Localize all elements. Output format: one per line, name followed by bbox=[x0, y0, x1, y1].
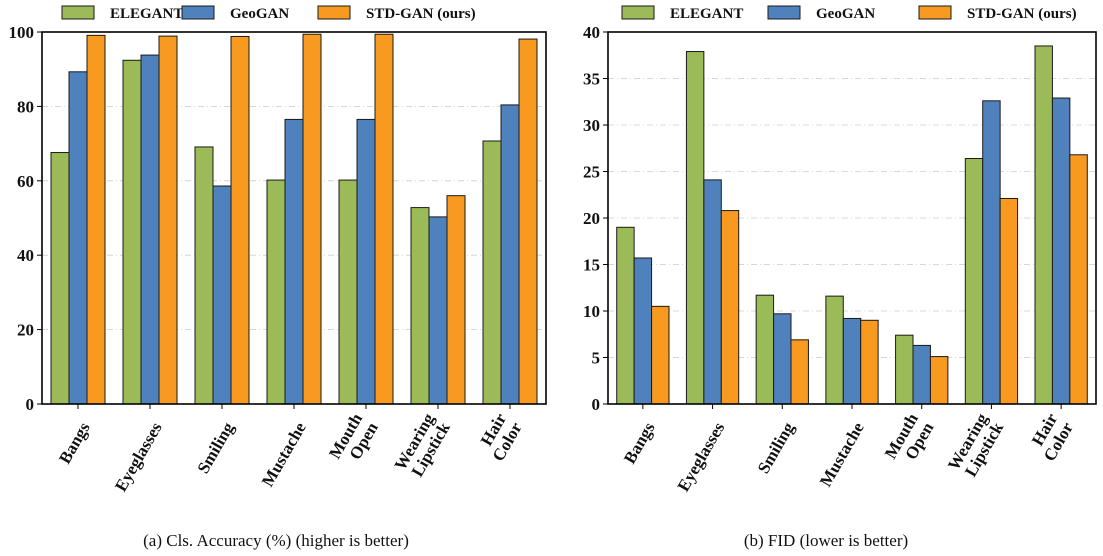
bar-geogan bbox=[357, 119, 375, 404]
bar-std-gan-ours bbox=[1000, 198, 1017, 404]
bar-std-gan-ours bbox=[375, 34, 393, 404]
legend-label: ELEGANT bbox=[110, 6, 183, 22]
x-tick-label: MouthOpen bbox=[325, 410, 382, 472]
x-tick-label: HairColor bbox=[1024, 410, 1077, 465]
y-tick-label: 0 bbox=[592, 395, 601, 414]
bar-geogan bbox=[774, 314, 791, 404]
bar-std-gan-ours bbox=[930, 357, 947, 404]
bar-std-gan-ours bbox=[519, 39, 537, 404]
y-tick-label: 5 bbox=[592, 349, 601, 368]
bar-elegant bbox=[826, 296, 843, 404]
bar-elegant bbox=[339, 180, 357, 404]
bar-std-gan-ours bbox=[652, 306, 669, 404]
bar-std-gan-ours bbox=[303, 34, 321, 404]
x-tick-label: HairColor bbox=[473, 410, 526, 465]
bar-elegant bbox=[51, 153, 69, 404]
x-tick-label: Eyeglasses bbox=[674, 419, 729, 495]
bar-elegant bbox=[896, 335, 913, 404]
panel-accuracy: (a) Cls. Accuracy (%) (higher is better)… bbox=[9, 6, 547, 550]
legend-swatch bbox=[622, 6, 654, 19]
legend-label: STD-GAN (ours) bbox=[366, 6, 476, 22]
panel-fid: (b) FID (lower is better) 0 5 10 15 20 25 30 35… bbox=[583, 6, 1096, 550]
y-tick-label: 10 bbox=[583, 302, 600, 321]
y-tick-label: 100 bbox=[9, 23, 35, 42]
bar-geogan bbox=[141, 55, 159, 404]
bar-geogan bbox=[634, 258, 651, 404]
x-tick-label: MouthOpen bbox=[881, 410, 938, 472]
bar-std-gan-ours bbox=[87, 35, 105, 404]
legend-label: ELEGANT bbox=[670, 6, 743, 22]
bar-elegant bbox=[617, 227, 634, 404]
x-tick-label-line: Mustache bbox=[816, 419, 868, 490]
caption-accuracy: (a) Cls. Accuracy (%) (higher is better) bbox=[143, 531, 409, 550]
x-tick-label-line: Bangs bbox=[620, 419, 659, 467]
x-tick-label-line: Eyeglasses bbox=[111, 419, 166, 495]
bar-elegant bbox=[965, 158, 982, 404]
bar-elegant bbox=[483, 141, 501, 404]
y-tick-label: 15 bbox=[583, 256, 600, 275]
bar-geogan bbox=[704, 180, 721, 404]
x-tick-label-line: Mustache bbox=[258, 419, 310, 490]
bar-elegant bbox=[686, 52, 703, 404]
y-tick-label: 80 bbox=[17, 97, 34, 116]
legend-swatch bbox=[919, 6, 951, 19]
x-tick-label: WearingLipstick bbox=[944, 410, 1007, 483]
bar-elegant bbox=[756, 295, 773, 404]
y-tick-label: 60 bbox=[17, 172, 34, 191]
x-tick-label: WearingLipstick bbox=[391, 410, 454, 483]
x-tick-label: Bangs bbox=[620, 419, 659, 467]
bar-std-gan-ours bbox=[861, 320, 878, 404]
bar-std-gan-ours bbox=[231, 36, 249, 404]
bar-geogan bbox=[69, 72, 87, 404]
bar-elegant bbox=[123, 60, 141, 404]
legend-swatch bbox=[768, 6, 800, 19]
legend-label: GeoGAN bbox=[230, 6, 289, 22]
y-tick-label: 20 bbox=[583, 209, 600, 228]
legend-swatch bbox=[62, 6, 94, 19]
y-tick-label: 30 bbox=[583, 116, 600, 135]
y-tick-label: 40 bbox=[17, 246, 34, 265]
bar-std-gan-ours bbox=[791, 340, 808, 404]
x-tick-label: Smiling bbox=[193, 419, 238, 477]
x-tick-label: Bangs bbox=[55, 419, 94, 467]
caption-fid: (b) FID (lower is better) bbox=[744, 531, 908, 550]
x-tick-label: Mustache bbox=[258, 419, 310, 490]
y-tick-label: 40 bbox=[583, 23, 600, 42]
bar-elegant bbox=[411, 208, 429, 404]
legend-swatch bbox=[318, 6, 350, 19]
y-tick-label: 25 bbox=[583, 163, 600, 182]
x-tick-label: Eyeglasses bbox=[111, 419, 166, 495]
x-tick-label-line: Smiling bbox=[193, 419, 238, 477]
bar-std-gan-ours bbox=[159, 36, 177, 404]
bar-geogan bbox=[983, 101, 1000, 404]
bar-geogan bbox=[285, 119, 303, 404]
y-tick-label: 0 bbox=[26, 395, 35, 414]
x-tick-label-line: Bangs bbox=[55, 419, 94, 467]
y-tick-label: 20 bbox=[17, 321, 34, 340]
bar-elegant bbox=[267, 180, 285, 404]
x-tick-label-line: Smiling bbox=[754, 419, 799, 477]
x-tick-label: Smiling bbox=[754, 419, 799, 477]
bar-geogan bbox=[429, 217, 447, 404]
bar-geogan bbox=[843, 318, 860, 404]
bar-std-gan-ours bbox=[1070, 155, 1087, 404]
bar-elegant bbox=[1035, 46, 1052, 404]
x-tick-label-line: Eyeglasses bbox=[674, 419, 729, 495]
bar-std-gan-ours bbox=[721, 211, 738, 404]
x-tick-label: Mustache bbox=[816, 419, 868, 490]
bar-geogan bbox=[913, 345, 930, 404]
bar-geogan bbox=[501, 105, 519, 404]
legend-swatch bbox=[182, 6, 214, 19]
legend-label: STD-GAN (ours) bbox=[967, 6, 1077, 22]
y-tick-label: 35 bbox=[583, 70, 600, 89]
bar-geogan bbox=[1052, 98, 1069, 404]
bar-std-gan-ours bbox=[447, 196, 465, 404]
bar-elegant bbox=[195, 147, 213, 404]
legend-label: GeoGAN bbox=[816, 6, 875, 22]
bar-geogan bbox=[213, 186, 231, 404]
